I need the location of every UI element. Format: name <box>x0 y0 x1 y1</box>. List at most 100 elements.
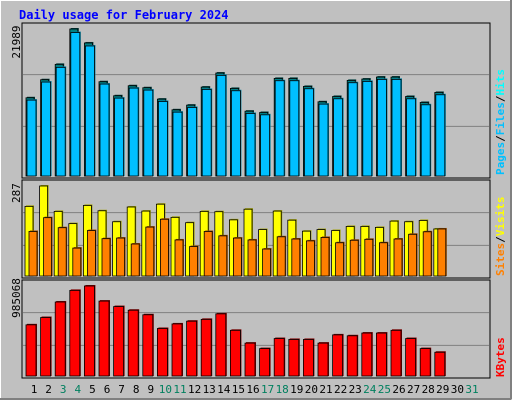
bar-kbytes-face <box>40 317 51 377</box>
bar-kbytes <box>127 309 140 377</box>
bar-kbytes-face <box>215 313 227 377</box>
bar-sites-face <box>130 243 140 277</box>
legend-hits: Hits <box>494 69 507 96</box>
bar-files <box>26 99 37 177</box>
bar-files <box>85 44 96 177</box>
bar-files <box>99 83 110 177</box>
bar-kbytes <box>405 337 417 377</box>
bar-sites-face <box>364 238 374 277</box>
bar-sites-face <box>159 218 169 277</box>
bar-kbytes <box>98 300 110 377</box>
bar-sites <box>43 216 53 277</box>
panel-frame <box>21 179 491 279</box>
bar-sites <box>393 237 403 277</box>
bar-kbytes <box>25 323 37 377</box>
bar-files <box>245 112 256 177</box>
bar-sites <box>232 237 243 277</box>
bar-sites <box>364 238 374 277</box>
panel-frame <box>21 279 491 379</box>
bar-sites <box>57 226 68 277</box>
panel-frame <box>21 22 491 179</box>
bar-sites <box>437 227 447 277</box>
bar-kbytes <box>332 333 344 377</box>
bar-kbytes-face <box>54 301 66 377</box>
legend-visits: Visits <box>494 197 507 237</box>
bar-sites <box>262 248 272 277</box>
bar-files <box>406 97 417 177</box>
bar-kbytes <box>361 332 373 377</box>
bar-sites <box>145 226 155 277</box>
bar-sites-face <box>437 228 447 277</box>
max-label-hits: 21989 <box>10 25 23 58</box>
bar-sites-face <box>232 237 242 277</box>
day-label: 7 <box>118 383 125 396</box>
bar-kbytes-face <box>142 314 154 377</box>
bar-files <box>157 100 169 177</box>
bar-kbytes <box>434 351 446 377</box>
bar-kbytes-face <box>317 342 329 377</box>
bar-kbytes <box>171 322 183 377</box>
bar-files <box>362 80 373 177</box>
bar-kbytes <box>259 347 271 377</box>
bars <box>24 28 447 377</box>
bar-sites-face <box>408 233 418 277</box>
day-label: 9 <box>147 383 154 396</box>
max-label-kbytes: 985068 <box>10 278 23 318</box>
bar-kbytes-face <box>25 324 37 377</box>
bar-files <box>172 111 183 177</box>
bar-kbytes <box>229 329 242 377</box>
bar-sites-face <box>28 231 38 277</box>
day-label: 17 <box>261 383 274 396</box>
bar-sites <box>276 235 287 277</box>
bar-sites-face <box>203 231 213 277</box>
bar-files-face <box>157 101 168 177</box>
bar-sites-face <box>72 247 82 277</box>
bar-sites <box>203 230 214 277</box>
day-label: 24 <box>363 383 377 396</box>
bar-kbytes-face <box>302 339 314 377</box>
bar-sites-face <box>378 242 388 277</box>
day-label: 11 <box>173 383 186 396</box>
bar-sites-face <box>276 236 286 277</box>
day-label: 6 <box>104 383 111 396</box>
legend-sites: Sites <box>494 243 507 276</box>
bar-sites-face <box>189 246 199 277</box>
bar-files <box>55 66 67 177</box>
bar-sites <box>116 237 126 277</box>
bar-files-face <box>41 81 51 177</box>
bar-sites <box>218 234 228 277</box>
bar-files <box>201 88 213 177</box>
bar-files <box>347 81 359 177</box>
bar-files-face <box>391 78 402 177</box>
bar-sites <box>378 241 389 277</box>
bar-sites <box>291 237 301 277</box>
legend-visits-sites: Sites/Visits <box>494 197 507 277</box>
day-label: 3 <box>60 383 67 396</box>
bar-sites <box>130 243 141 277</box>
bar-files <box>70 31 81 177</box>
legend-kbytes: KBytes <box>494 337 507 377</box>
legend-files: Files <box>494 102 507 135</box>
bar-files-face <box>216 74 227 177</box>
bar-sites <box>28 230 38 277</box>
day-label: 12 <box>188 383 201 396</box>
bar-kbytes <box>40 316 52 377</box>
bar-files <box>376 78 388 177</box>
bar-kbytes <box>200 318 213 377</box>
bar-kbytes-face <box>113 306 124 377</box>
bar-files-face <box>70 32 81 177</box>
bar-sites-face <box>101 238 111 277</box>
legend-kbytes-group: KBytes <box>494 337 507 377</box>
bar-kbytes-face <box>186 320 198 377</box>
bar-kbytes-face <box>434 351 446 377</box>
bar-files-face <box>114 97 124 177</box>
bar-files-face <box>55 66 66 177</box>
bar-files <box>187 106 198 177</box>
bar-files-face <box>435 94 446 177</box>
bar-kbytes-face <box>171 323 183 377</box>
bar-files <box>318 103 329 177</box>
legend-sep: / <box>494 135 507 142</box>
bar-files <box>260 113 271 177</box>
bar-kbytes-face <box>156 328 168 377</box>
